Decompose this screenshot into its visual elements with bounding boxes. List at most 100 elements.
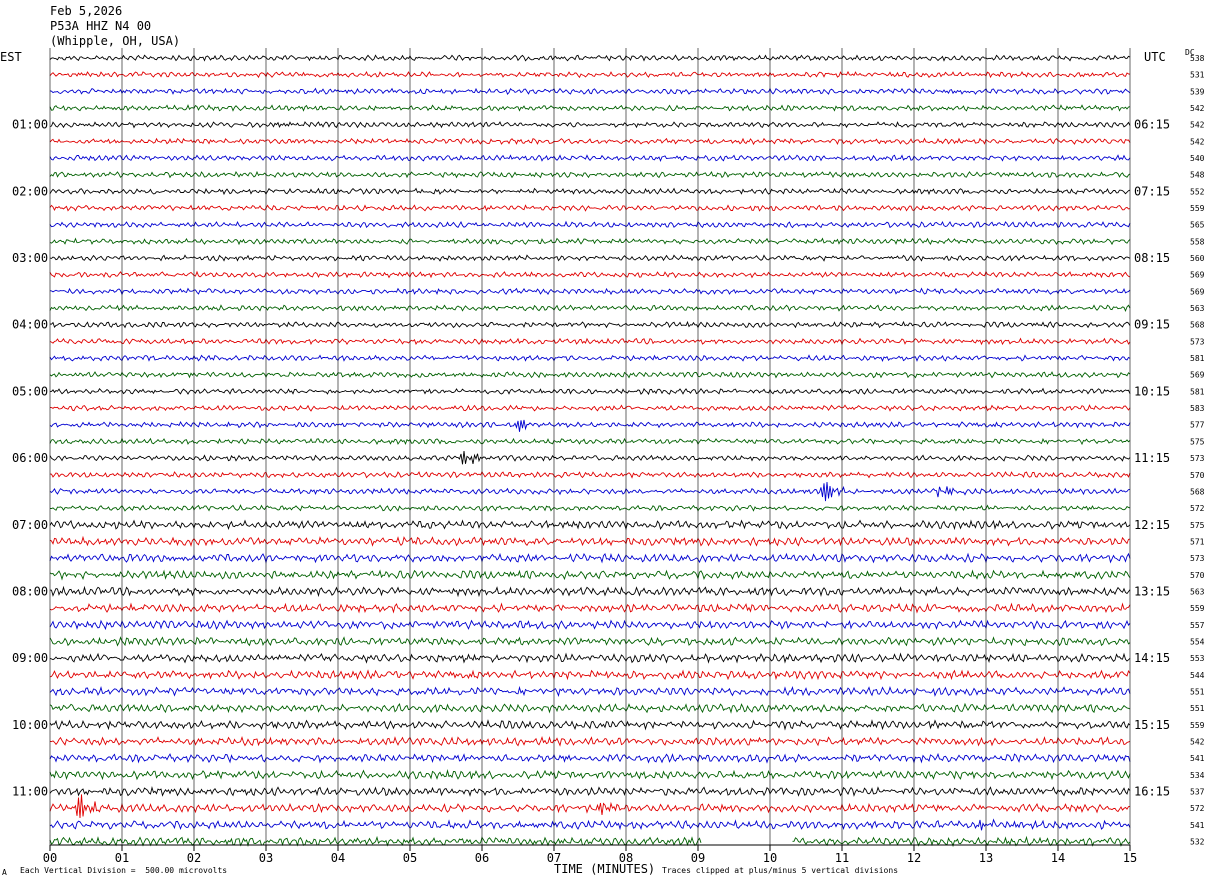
left-hour-label-10: 11:00 <box>12 784 48 798</box>
minute-grid <box>49 48 1131 851</box>
trace-row-11 <box>49 237 1131 246</box>
trace-row-20 <box>49 387 1131 396</box>
left-hour-label-1: 02:00 <box>12 184 48 198</box>
trace-row-34 <box>49 619 1131 631</box>
trace-row-15 <box>49 304 1131 312</box>
x-tick-label-08: 08 <box>619 851 633 865</box>
axis-labels: 538 531 539 542 542 542 540 548 552 559 565 558 560 5… <box>12 54 1205 865</box>
dc-offset-17: 573 <box>1190 337 1205 346</box>
dc-offset-14: 569 <box>1190 287 1205 296</box>
right-timezone-label: UTC <box>1144 50 1166 64</box>
dc-offset-23: 575 <box>1190 437 1205 446</box>
trace-row-35 <box>49 636 1131 647</box>
dc-offset-3: 542 <box>1190 104 1205 113</box>
trace-row-22 <box>49 419 1131 432</box>
dc-offset-16: 568 <box>1190 321 1205 330</box>
dc-offset-45: 572 <box>1190 804 1205 813</box>
trace-row-26 <box>49 481 1131 502</box>
dc-offset-11: 558 <box>1190 237 1205 246</box>
right-hour-label-3: 09:15 <box>1134 318 1170 332</box>
station-channel-label: P53A HHZ N4 00 <box>50 19 152 33</box>
x-tick-label-07: 07 <box>547 851 561 865</box>
trace-row-28 <box>49 519 1131 531</box>
trace-row-25 <box>49 471 1131 479</box>
trace-row-19 <box>49 371 1131 379</box>
dc-offset-9: 559 <box>1190 204 1205 213</box>
right-hour-label-1: 07:15 <box>1134 184 1170 198</box>
trace-row-3 <box>49 104 1131 112</box>
trace-row-33 <box>49 602 1131 614</box>
trace-row-42 <box>49 752 1131 764</box>
dc-offset-43: 534 <box>1190 771 1205 780</box>
dc-offset-35: 554 <box>1190 637 1205 646</box>
trace-row-31 <box>49 569 1131 581</box>
trace-group <box>49 54 1131 848</box>
trace-row-14 <box>49 287 1131 296</box>
dc-offset-30: 573 <box>1190 554 1205 563</box>
dc-offset-10: 565 <box>1190 221 1205 230</box>
station-location: (Whipple, OH, USA) <box>50 34 181 48</box>
dc-offset-41: 542 <box>1190 737 1205 746</box>
x-tick-label-10: 10 <box>763 851 777 865</box>
dc-offset-31: 570 <box>1190 571 1205 580</box>
left-hour-label-2: 03:00 <box>12 251 48 265</box>
dc-offset-21: 583 <box>1190 404 1205 413</box>
clip-note: Traces clipped at plus/minus 5 vertical … <box>662 866 899 875</box>
trace-row-8 <box>49 187 1131 196</box>
dc-offset-44: 537 <box>1190 787 1205 796</box>
dc-offset-header: DC <box>1185 48 1195 57</box>
trace-row-2 <box>49 87 1131 95</box>
trace-row-1 <box>49 70 1131 79</box>
x-tick-label-12: 12 <box>907 851 921 865</box>
trace-row-37 <box>49 669 1131 681</box>
trace-row-44 <box>49 786 1131 797</box>
dc-offset-4: 542 <box>1190 121 1205 130</box>
helicorder-date: Feb 5,2026 <box>50 4 123 18</box>
dc-offset-13: 569 <box>1190 271 1205 280</box>
right-hour-label-10: 16:15 <box>1134 784 1170 798</box>
dc-offset-34: 557 <box>1190 621 1205 630</box>
dc-offset-8: 552 <box>1190 187 1205 196</box>
trace-row-12 <box>49 254 1131 262</box>
x-tick-label-04: 04 <box>331 851 345 865</box>
trace-row-47 <box>49 835 1131 848</box>
trace-row-18 <box>49 354 1131 362</box>
x-tick-label-03: 03 <box>259 851 273 865</box>
trace-row-17 <box>49 337 1131 346</box>
dc-offset-39: 551 <box>1190 704 1205 713</box>
x-tick-label-01: 01 <box>115 851 129 865</box>
left-hour-label-4: 05:00 <box>12 384 48 398</box>
dc-offset-15: 563 <box>1190 304 1205 313</box>
dc-offset-25: 570 <box>1190 471 1205 480</box>
trace-row-7 <box>49 170 1131 179</box>
right-hour-label-8: 14:15 <box>1134 651 1170 665</box>
x-tick-label-06: 06 <box>475 851 489 865</box>
dc-offset-2: 539 <box>1190 87 1205 96</box>
right-hour-label-7: 13:15 <box>1134 584 1170 598</box>
dc-offset-36: 553 <box>1190 654 1205 663</box>
left-hour-label-9: 10:00 <box>12 718 48 732</box>
dc-offset-40: 559 <box>1190 721 1205 730</box>
left-hour-label-6: 07:00 <box>12 518 48 532</box>
corner-mark: A <box>2 868 7 877</box>
dc-offset-47: 532 <box>1190 837 1205 846</box>
dc-offset-18: 581 <box>1190 354 1205 363</box>
x-tick-label-09: 09 <box>691 851 705 865</box>
trace-row-38 <box>49 685 1131 697</box>
right-hour-label-2: 08:15 <box>1134 251 1170 265</box>
dc-offset-12: 560 <box>1190 254 1205 263</box>
left-timezone-label: EST <box>0 50 22 64</box>
dc-offset-38: 551 <box>1190 687 1205 696</box>
left-hour-label-7: 08:00 <box>12 584 48 598</box>
dc-offset-20: 581 <box>1190 387 1205 396</box>
dc-offset-33: 559 <box>1190 604 1205 613</box>
trace-row-16 <box>49 320 1131 329</box>
left-hour-label-3: 04:00 <box>12 318 48 332</box>
dc-offset-19: 569 <box>1190 371 1205 380</box>
trace-row-9 <box>49 204 1131 212</box>
dc-offset-32: 563 <box>1190 587 1205 596</box>
right-hour-label-5: 11:15 <box>1134 451 1170 465</box>
trace-row-23 <box>49 437 1131 446</box>
right-hour-label-0: 06:15 <box>1134 118 1170 132</box>
